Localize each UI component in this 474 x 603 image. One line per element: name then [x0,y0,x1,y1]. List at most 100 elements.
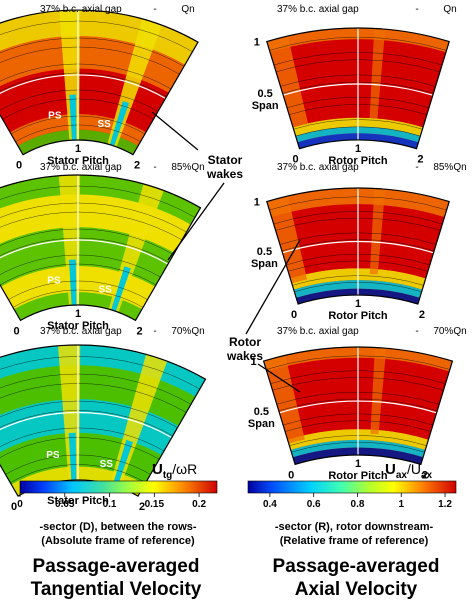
colorbar-tick-label: 0 [17,499,23,510]
panel-title-flow: 70%Qn [433,326,466,337]
panel-title-flow: Qn [443,4,456,15]
panel-title-gap: 37% b.c. axial gap [277,162,359,173]
sector-outline [266,27,450,150]
left-caption-line1: -sector (D), between the rows- [39,521,196,533]
pitch-tick-1: 1 [355,143,361,155]
right-caption-line1: -sector (R), rotor downstream- [275,521,434,533]
panel-title-gap: 37% b.c. axial gap [277,4,359,15]
pitch-tick-1: 1 [355,458,361,470]
colorbar-tick-label: 1.2 [438,499,452,510]
pitch-tick-0: 0 [292,154,298,166]
span-axis-label: Span [248,418,275,430]
stator-wakes-label-2: wakes [206,167,243,181]
panel-title-flow: 70%Qn [171,326,204,337]
pitch-tick-0: 0 [11,501,17,513]
colorbar-axial-label: Uax/Ūax [385,461,433,481]
span-axis-label: Span [252,100,279,112]
colorbar-tick-label: 0.6 [307,499,321,510]
pitch-tick-1: 1 [75,308,81,320]
left-title-line2: Tangential Velocity [31,579,202,600]
rotor-wakes-arrow-bottom [257,363,301,393]
pitch-tick-0: 0 [291,309,297,321]
colorbar-tangential-bar [19,480,218,494]
pitch-tick-0: 0 [288,469,294,481]
span-tick-1: 1 [254,37,260,49]
panel-title-flow: Qn [181,4,194,15]
panel-left-85qn: 37% b.c. axial gap-85%Qn10.5Span012Stato… [0,162,205,337]
right-title-line2: Axial Velocity [295,579,418,600]
panel-title-dash: - [153,4,156,15]
rotor-wakes-label-2: wakes [226,349,263,363]
pressure-side-label: PS [47,276,61,287]
span-tick-half: 0.5 [257,246,272,258]
span-tick-half: 0.5 [254,406,269,418]
colorbar-tick-label: 0.4 [263,499,277,510]
span-axis-label: Span [251,258,278,270]
pitch-axis-label: Rotor Pitch [328,155,388,167]
colorbar-axial-bar [247,480,457,494]
contour-field [0,174,201,321]
colorbar-tangential-label: Utg/ωR [152,461,197,481]
pitch-tick-2: 2 [419,309,425,321]
stator-wakes-arrow-top [151,111,199,151]
span-tick-1: 1 [251,356,257,368]
colorbar-tangential: Utg/ωR 0 0.05 0.1 0.15 0.2 [17,461,218,510]
panel-title-dash: - [153,162,156,173]
colorbar-axial: Uax/Ūax 0.4 0.6 0.8 1 1.2 [247,461,457,510]
pitch-tick-2: 2 [136,325,142,337]
stator-wakes-arrow-bottom [167,182,225,261]
contour-field [0,345,206,497]
pitch-tick-2: 2 [417,154,423,166]
pitch-tick-1: 1 [75,143,81,155]
span-tick-half: 0.5 [258,88,273,100]
pressure-side-label: PS [46,450,60,461]
pitch-tick-2: 2 [422,469,428,481]
contour-field [263,346,453,465]
colorbar-tick-label: 0.1 [103,499,117,510]
pitch-tick-0: 0 [16,160,22,172]
span-tick-1: 1 [254,197,260,209]
panel-title-dash: - [415,162,418,173]
colorbar-tick-label: 0.8 [351,499,365,510]
panel-left-70qn: 37% b.c. axial gap-70%Qn10.5Span012Stato… [0,326,207,513]
panel-title-dash: - [153,326,156,337]
colorbar-tick-label: 0.05 [55,499,75,510]
rotor-wakes-label-1: Rotor [229,335,261,349]
stator-wakes-label-1: Stator [208,153,243,167]
pitch-tick-0: 0 [13,325,19,337]
panel-title-dash: - [415,326,418,337]
suction-side-label: SS [97,119,111,130]
sector-outline [262,346,454,466]
pitch-axis-label: Rotor Pitch [328,470,388,482]
suction-side-label: SS [98,284,112,295]
colorbar-tick-label: 1 [398,499,404,510]
pitch-axis-label: Stator Pitch [47,320,109,332]
left-caption-line2: (Absolute frame of reference) [41,535,195,547]
pressure-side-label: PS [48,111,62,122]
rotor-wakes-annotation: Rotor wakes [226,239,301,393]
pitch-axis-label: Stator Pitch [47,155,109,167]
rotor-wakes-arrow-top [245,239,301,335]
contour-field [0,10,198,155]
sector-outline [266,187,450,305]
panel-title-gap: 37% b.c. axial gap [40,162,122,173]
pitch-tick-2: 2 [134,160,140,172]
colorbar-tick-label: 0.15 [145,499,165,510]
panel-title-flow: 85%Qn [433,162,466,173]
panel-title-dash: - [415,4,418,15]
contour-field [266,27,450,149]
suction-side-label: SS [100,459,114,470]
contour-field [266,187,450,304]
right-caption-line2: (Relative frame of reference) [280,535,429,547]
pitch-axis-label: Stator Pitch [47,495,109,507]
pitch-axis-label: Rotor Pitch [328,310,388,322]
panel-title-gap: 37% b.c. axial gap [40,326,122,337]
sector-outline [0,9,199,156]
pitch-tick-1: 1 [355,298,361,310]
panel-title-gap: 37% b.c. axial gap [40,4,122,15]
